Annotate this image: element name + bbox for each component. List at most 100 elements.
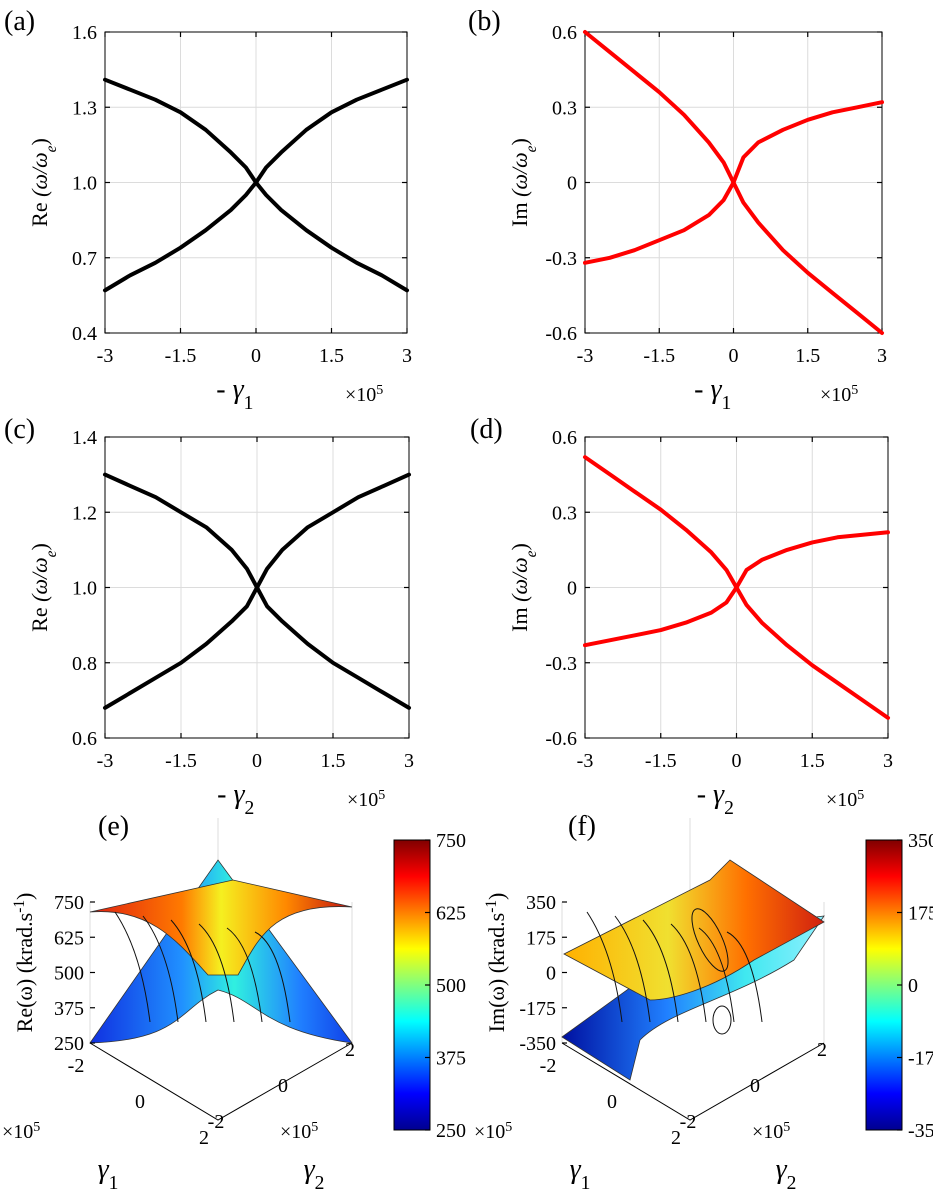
y-tick-label: 1.2	[72, 502, 97, 524]
y-tick-label: 0.6	[552, 427, 577, 449]
x-axis-multiplier: ×105	[826, 788, 864, 812]
y-tick-label: 1.4	[72, 427, 97, 449]
contour-line	[114, 911, 151, 1023]
contour-loop	[691, 908, 729, 972]
x-tick-label: 0	[252, 750, 262, 772]
y-tick-label: 0.6	[552, 22, 577, 44]
x2-axis-label: γ2	[776, 1154, 797, 1189]
x2-tick-label: 2	[345, 1039, 355, 1061]
x-tick-label: -1.5	[645, 750, 677, 772]
x1-tick-label: 2	[199, 1127, 209, 1149]
x2-tick-label: -2	[208, 1111, 225, 1133]
y-tick-label: 0.8	[72, 653, 97, 675]
x-tick-label: 0	[729, 345, 739, 367]
x2-multiplier: ×105	[752, 1120, 790, 1144]
x-axis-label: - γ1	[216, 374, 253, 414]
panel-label: (c)	[4, 414, 35, 445]
x-axis-multiplier: ×105	[345, 383, 383, 407]
y-axis-label: Im (ω/ωe)	[507, 138, 540, 227]
colorbar-tick-label: 350	[908, 830, 933, 852]
x-tick-label: 3	[877, 345, 887, 367]
contour-line	[614, 915, 651, 1023]
contour-line	[726, 931, 763, 1023]
contour-line	[142, 915, 179, 1023]
base-axes	[89, 1042, 353, 1121]
contour-line	[170, 919, 207, 1023]
y-axis-label: Re (ω/ωe)	[27, 138, 60, 227]
contour-line	[226, 927, 263, 1023]
y-tick-label: 0	[567, 173, 577, 195]
x1-tick-label: 0	[607, 1091, 617, 1113]
x1-tick-label: 2	[671, 1127, 681, 1149]
y-tick-label: 1.6	[72, 22, 97, 44]
x2-tick-label: 0	[750, 1075, 760, 1097]
contour-loop	[712, 1005, 732, 1035]
x1-axis-label: γ1	[570, 1154, 591, 1189]
x-axis-label: - γ1	[694, 374, 731, 414]
z-tick-label: -175	[519, 998, 556, 1020]
contour-line	[642, 919, 679, 1023]
y-tick-label: 1.3	[72, 97, 97, 119]
series-branch-2	[583, 100, 884, 265]
base-axes	[561, 1042, 825, 1121]
z-tick-label: 375	[54, 998, 84, 1020]
x1-tick-label: 0	[135, 1091, 145, 1113]
x-tick-label: -3	[97, 750, 114, 772]
panel-label: (b)	[468, 6, 501, 37]
x-tick-label: 3	[883, 750, 893, 772]
y-axis-label: Re (ω/ωe)	[27, 543, 60, 632]
colorbar-tick-label: 375	[436, 1048, 466, 1070]
panel-label: (d)	[470, 414, 503, 445]
panel-label: (f)	[568, 811, 596, 842]
x-tick-label: -3	[97, 345, 114, 367]
y-axis-label: Im (ω/ωe)	[507, 543, 540, 632]
x-axis-multiplier: ×105	[347, 788, 385, 812]
x-tick-label: -1.5	[165, 750, 197, 772]
x-tick-label: 1.5	[800, 750, 825, 772]
panel-label: (e)	[98, 811, 129, 842]
y-tick-label: 0.7	[72, 248, 97, 270]
panel-a: -3 -1.5 0 1.5 3 0.4 0.7 1.0 1.3 1.6 (a) Re (ω/ωe) - …	[4, 6, 412, 414]
colorbar	[865, 839, 903, 1131]
z-tick-label: 175	[526, 927, 556, 949]
x-tick-label: -3	[577, 750, 594, 772]
x-tick-label: 3	[404, 750, 414, 772]
x1-axis-label: γ1	[98, 1154, 119, 1189]
x-tick-label: 0	[251, 345, 261, 367]
x1-tick-label: -2	[68, 1055, 85, 1077]
x2-tick-label: 2	[817, 1039, 827, 1061]
contour-line	[198, 923, 235, 1023]
x2-tick-label: -2	[680, 1111, 697, 1133]
x1-multiplier: ×105	[2, 1120, 40, 1144]
series-branch-2	[583, 530, 890, 648]
y-tick-label: 0.6	[72, 728, 97, 750]
series-branch-lower	[103, 585, 411, 710]
y-tick-label: 0.4	[72, 323, 97, 345]
z-tick-label: 350	[526, 892, 556, 914]
y-tick-label: 0	[567, 578, 577, 600]
colorbar-tick-label: -350	[908, 1120, 933, 1142]
y-tick-label: -0.3	[545, 653, 577, 675]
z-tick-label: 750	[54, 892, 84, 914]
colorbar-tick-label: 500	[436, 975, 466, 997]
series-branch-lower	[103, 180, 409, 293]
x-axis-label: - γ2	[217, 779, 254, 819]
x-axis-multiplier: ×105	[820, 383, 858, 407]
x-tick-label: 1.5	[795, 345, 820, 367]
x1-tick-label: -2	[540, 1055, 557, 1077]
z-tick-label: -350	[519, 1033, 556, 1055]
x-tick-label: 3	[402, 345, 412, 367]
y-tick-label: 0.3	[552, 502, 577, 524]
colorbar-tick-label: 0	[908, 975, 918, 997]
contour-line	[586, 911, 623, 1023]
surface-upper	[89, 879, 353, 976]
contour-line	[698, 927, 735, 1023]
z-tick-label: 0	[546, 963, 556, 985]
colorbar-tick-label: 175	[908, 903, 933, 925]
y-tick-label: 1.0	[72, 173, 97, 195]
x-tick-label: -1.5	[165, 345, 197, 367]
colorbar	[393, 839, 431, 1131]
